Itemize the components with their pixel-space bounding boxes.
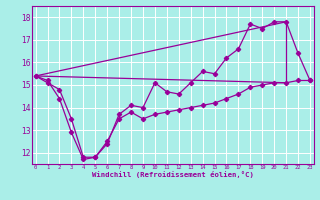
X-axis label: Windchill (Refroidissement éolien,°C): Windchill (Refroidissement éolien,°C) — [92, 171, 254, 178]
